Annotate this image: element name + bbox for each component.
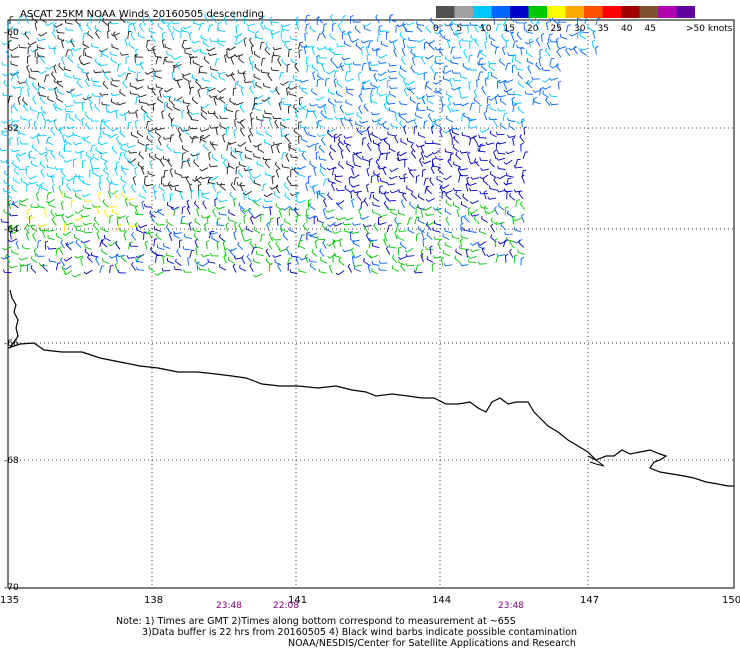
coastline <box>7 289 734 487</box>
colorbar-swatch <box>565 6 584 18</box>
lat-label: -66 <box>4 339 19 349</box>
colorbar-label: 25 <box>551 24 562 34</box>
colorbar-label: 45 <box>645 24 656 34</box>
colorbar-swatch <box>621 6 640 18</box>
lat-label: -62 <box>4 124 19 134</box>
map-title: ASCAT 25KM NOAA Winds 20160505 descendin… <box>20 9 264 20</box>
longitude-labels: 135 138 141 144 147 150 <box>0 595 740 606</box>
note-line-3: NOAA/NESDIS/Center for Satellite Applica… <box>288 638 576 649</box>
lat-label: -60 <box>4 28 19 38</box>
colorbar-label: 15 <box>504 24 515 34</box>
colorbar-label: 10 <box>480 24 492 34</box>
colorbar-swatch <box>473 6 492 18</box>
colorbar-swatch <box>454 6 473 18</box>
colorbar: 0 5 10 15 20 25 30 35 40 45 >50 knots <box>433 6 733 34</box>
colorbar-label: 0 <box>433 24 439 34</box>
colorbar-swatch <box>584 6 603 18</box>
colorbar-swatch <box>547 6 566 18</box>
colorbar-swatch <box>658 6 677 18</box>
colorbar-swatch <box>639 6 658 18</box>
time-label: 23:48 <box>498 601 524 611</box>
note-line-2: 3)Data buffer is 22 hrs from 20160505 4)… <box>142 627 578 638</box>
lon-label: 147 <box>580 595 599 606</box>
colorbar-label: 35 <box>598 24 609 34</box>
lon-label: 150 <box>722 595 740 606</box>
graticule <box>8 20 734 588</box>
lon-label: 141 <box>288 595 307 606</box>
lat-label: -68 <box>4 456 19 466</box>
wind-barbs <box>0 13 601 278</box>
lat-label: -70 <box>4 583 19 593</box>
lon-label: 144 <box>432 595 451 606</box>
colorbar-label: 30 <box>574 24 586 34</box>
lon-label: 138 <box>144 595 163 606</box>
note-line-1: Note: 1) Times are GMT 2)Times along bot… <box>116 616 516 627</box>
colorbar-swatch <box>510 6 529 18</box>
colorbar-label: 40 <box>621 24 633 34</box>
time-label: 23:48 <box>216 601 242 611</box>
colorbar-swatch <box>602 6 621 18</box>
colorbar-swatch <box>436 6 455 18</box>
colorbar-swatch <box>676 6 695 18</box>
lat-label: -64 <box>4 225 19 235</box>
coastline-inlet <box>587 455 605 467</box>
colorbar-label: >50 knots <box>686 24 733 34</box>
time-labels: 23:48 22:08 23:48 <box>216 601 524 611</box>
colorbar-label: 20 <box>527 24 539 34</box>
colorbar-swatch <box>528 6 547 18</box>
latitude-labels: -60 -62 -64 -66 -68 -70 <box>4 28 19 593</box>
time-label: 22:08 <box>273 601 299 611</box>
map-frame <box>7 19 735 589</box>
colorbar-label: 5 <box>457 24 463 34</box>
lon-label: 135 <box>0 595 19 606</box>
colorbar-swatch <box>491 6 510 18</box>
